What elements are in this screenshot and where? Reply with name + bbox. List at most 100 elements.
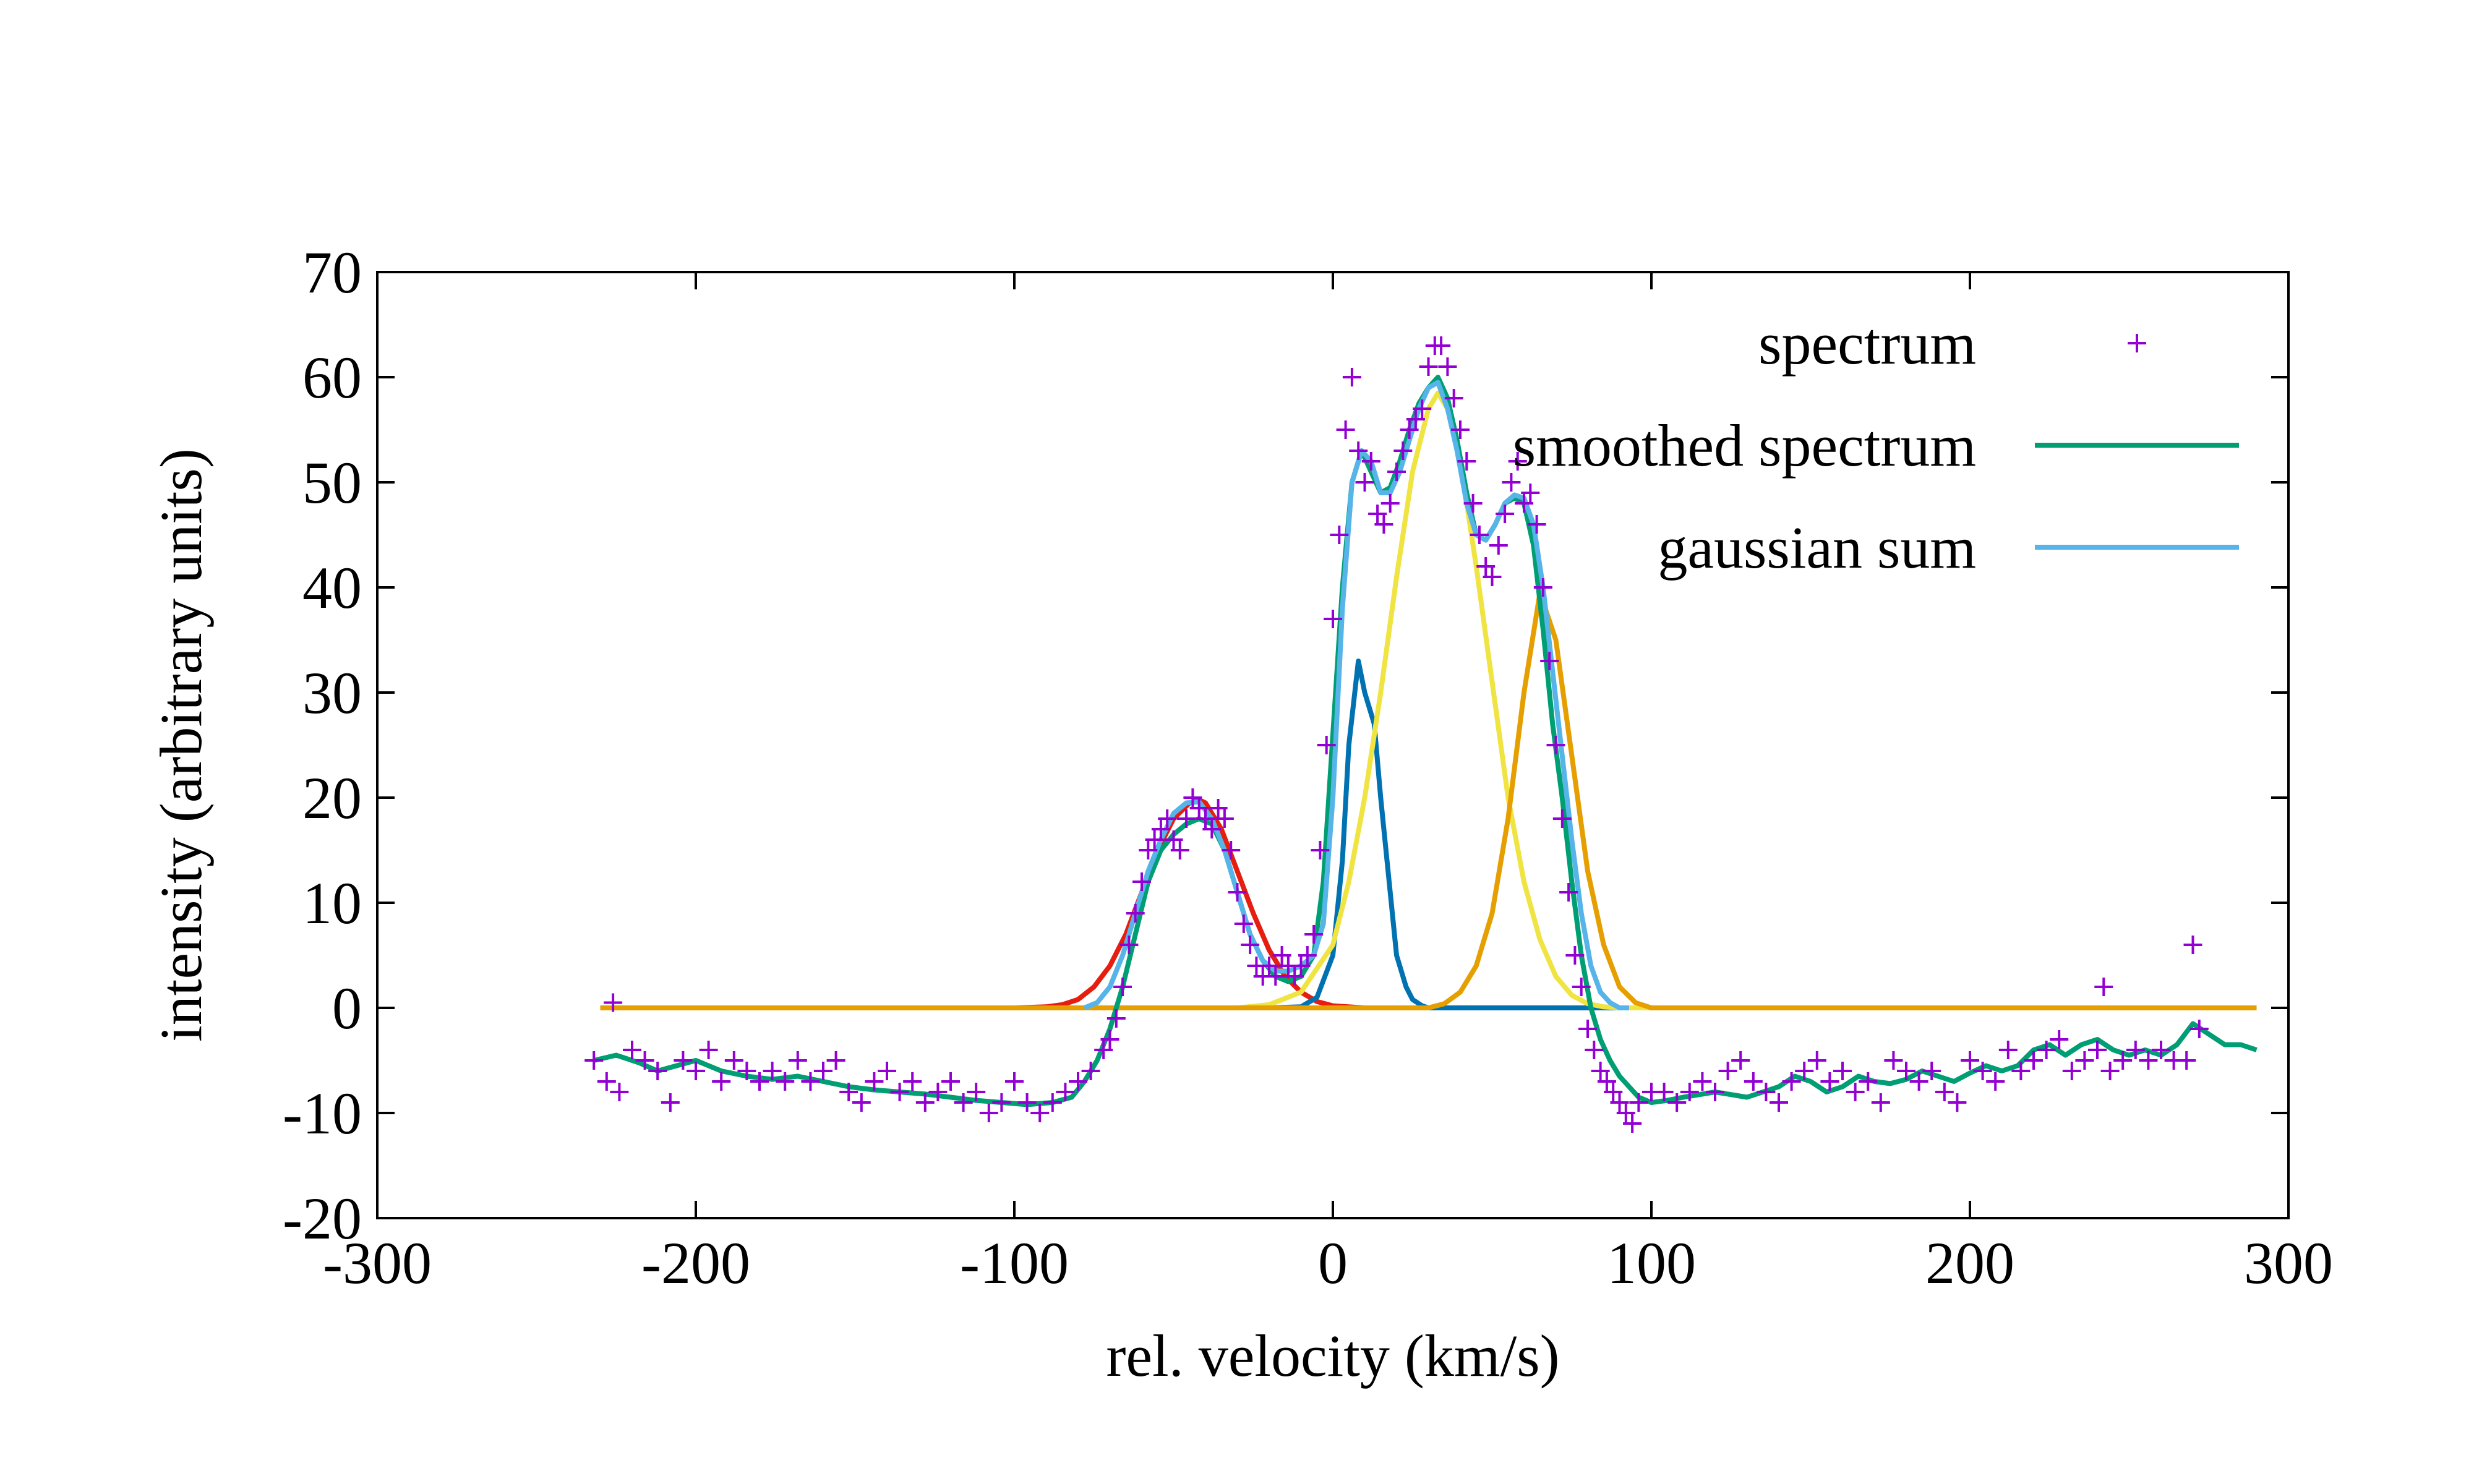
spectrum-point: [1094, 1041, 1113, 1059]
spectrum-point: [1871, 1093, 1890, 1112]
spectrum-point: [1578, 1020, 1597, 1038]
spectrum-point: [954, 1093, 973, 1112]
spectrum-point: [788, 1051, 807, 1070]
y-tick-label: -20: [283, 1185, 362, 1252]
spectrum-point: [737, 1062, 756, 1080]
spectrum-point: [1056, 1083, 1075, 1101]
spectrum-point: [1496, 505, 1515, 523]
spectrum-point: [1043, 1093, 1062, 1112]
spectrum-point: [1476, 557, 1496, 576]
spectrum-point: [1961, 1051, 1979, 1070]
spectrum-point: [661, 1093, 680, 1112]
spectrum-point: [1100, 1030, 1119, 1049]
spectrum-point: [1508, 452, 1527, 471]
y-tick-label: -10: [283, 1080, 362, 1146]
spectrum-point: [1228, 883, 1247, 902]
x-axis-label: rel. velocity (km/s): [1106, 1323, 1559, 1389]
spectrum-point: [1457, 452, 1476, 471]
spectrum-point: [1222, 841, 1241, 859]
x-tick-label: 0: [1318, 1230, 1348, 1296]
spectrum-point: [801, 1072, 820, 1091]
spectrum-point: [826, 1051, 845, 1070]
y-tick-label: 40: [302, 555, 362, 621]
series-line-6: [600, 590, 2257, 1010]
spectrum-point: [1393, 441, 1413, 460]
spectrum-point: [1158, 809, 1177, 828]
spectrum-point: [1438, 357, 1457, 376]
spectrum-point: [1017, 1093, 1037, 1112]
spectrum-point: [1336, 420, 1355, 439]
spectrum-point: [1189, 799, 1209, 817]
spectrum-point: [1998, 1041, 2018, 1059]
spectrum-point: [1324, 610, 1342, 628]
y-tick-label: 30: [302, 660, 362, 726]
spectrum-point: [1170, 841, 1189, 859]
spectrum-point: [1349, 441, 1368, 460]
spectrum-point: [2152, 1041, 2170, 1059]
x-tick-label: 100: [1607, 1230, 1696, 1296]
spectrum-point: [1706, 1083, 1724, 1101]
spectrum-point: [1820, 1072, 1839, 1091]
spectrum-point: [1183, 788, 1202, 807]
spectrum-point: [1604, 1083, 1623, 1101]
spectrum-point: [1361, 452, 1380, 471]
x-tick-label: -100: [960, 1230, 1069, 1296]
spectrum-point: [1597, 1072, 1616, 1091]
spectrum-point: [1623, 1114, 1642, 1133]
spectrum-point: [1546, 736, 1565, 754]
series-line-4: [600, 659, 2257, 1010]
spectrum-point: [992, 1093, 1011, 1112]
spectrum-point: [839, 1083, 858, 1101]
y-tick-label: 0: [332, 975, 362, 1041]
spectrum-point: [1770, 1093, 1788, 1112]
spectrum-point: [699, 1041, 718, 1059]
spectrum-point: [1533, 578, 1552, 597]
spectrum-point: [2113, 1051, 2133, 1070]
spectrum-point: [1400, 420, 1419, 439]
spectrum-point: [1559, 883, 1578, 902]
spectrum-point: [1139, 841, 1158, 859]
spectrum-point: [1406, 410, 1425, 429]
spectrum-point: [1451, 420, 1470, 439]
spectrum-point: [890, 1083, 909, 1101]
spectrum-point: [1680, 1083, 1699, 1101]
spectrum-point: [1744, 1072, 1763, 1091]
spectrum-point: [915, 1093, 935, 1112]
y-tick-label: 60: [302, 344, 362, 411]
y-tick-label: 50: [302, 450, 362, 516]
spectrum-point: [1565, 946, 1585, 965]
spectrum-point: [2024, 1051, 2043, 1070]
y-tick-label: 20: [302, 765, 362, 831]
spectrum-point: [1330, 526, 1349, 544]
legend-label: spectrum: [1758, 310, 1976, 377]
spectrum-point: [1132, 872, 1151, 891]
spectrum-point: [1126, 904, 1145, 923]
spectrum-point: [1266, 967, 1285, 986]
legend: spectrum smoothed spectrum gaussian sum: [1513, 310, 2239, 581]
spectrum-point: [776, 1072, 795, 1091]
spectrum-point: [1922, 1062, 1941, 1080]
y-axis-label: intensity (arbitrary units): [148, 448, 214, 1042]
spectrum-point: [1757, 1083, 1776, 1101]
y-tick-label: 70: [302, 239, 362, 305]
spectrum-point: [1304, 925, 1324, 944]
spectrum-point: [1470, 526, 1489, 544]
spectrum-point: [1241, 936, 1260, 954]
spectrum-point: [1209, 799, 1228, 817]
spectrum-point: [724, 1051, 743, 1070]
spectrum-point: [878, 1062, 896, 1080]
spectrum-point: [1202, 820, 1222, 838]
spectrum-point: [941, 1072, 960, 1091]
y-tick-label: 10: [302, 870, 362, 936]
spectrum-point: [1106, 1009, 1126, 1028]
spectrum-point: [2189, 1020, 2209, 1038]
x-tick-label: -300: [323, 1230, 432, 1296]
x-tick-label: 200: [1925, 1230, 2014, 1296]
spectrum-point: [1374, 515, 1393, 534]
spectrum-point: [635, 1051, 654, 1070]
spectrum-point: [1986, 1072, 2005, 1091]
spectrum-point: [979, 1104, 998, 1122]
spectrum-point: [2050, 1030, 2069, 1049]
series-line-3: [600, 797, 2257, 1010]
spectrum-point: [1859, 1072, 1878, 1091]
